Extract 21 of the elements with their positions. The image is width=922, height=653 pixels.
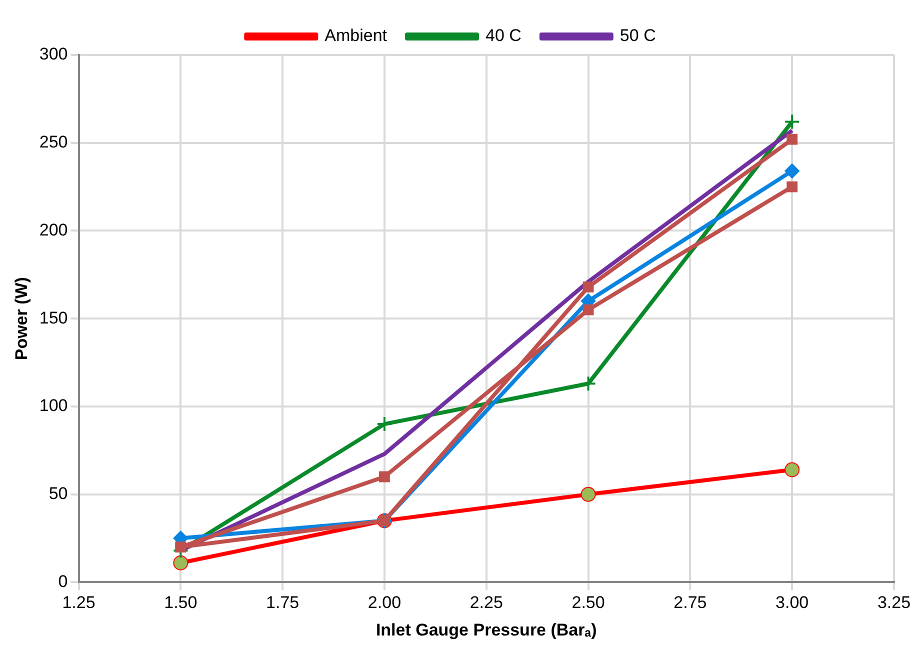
y-tick-label: 250 — [39, 132, 68, 152]
y-tick-label: 200 — [39, 220, 68, 240]
x-tick-label: 1.50 — [164, 593, 198, 612]
y-axis-title: Power (W) — [12, 277, 31, 360]
y-tick-label: 150 — [39, 308, 68, 328]
y-tick-label: 0 — [58, 572, 68, 591]
legend-label: Ambient — [324, 26, 388, 46]
x-tick-label: 2.25 — [470, 593, 503, 612]
x-tick-label: 2.00 — [368, 593, 402, 612]
y-tick-label: 300 — [39, 44, 68, 64]
x-tick-label: 1.25 — [62, 593, 96, 612]
x-axis-title: Inlet Gauge Pressure (Barₐ) — [376, 620, 597, 640]
x-tick-label: 2.75 — [674, 593, 707, 612]
x-tick-label: 1.75 — [266, 593, 300, 612]
x-tick-label: 3.25 — [877, 593, 911, 612]
legend-label: 50 C — [620, 26, 656, 46]
x-tick-label: 2.50 — [572, 593, 605, 612]
y-tick-label: 50 — [48, 484, 68, 504]
y-tick-label: 100 — [39, 396, 68, 416]
legend-label: 40 C — [486, 26, 522, 46]
x-tick-label: 3.00 — [776, 593, 809, 612]
